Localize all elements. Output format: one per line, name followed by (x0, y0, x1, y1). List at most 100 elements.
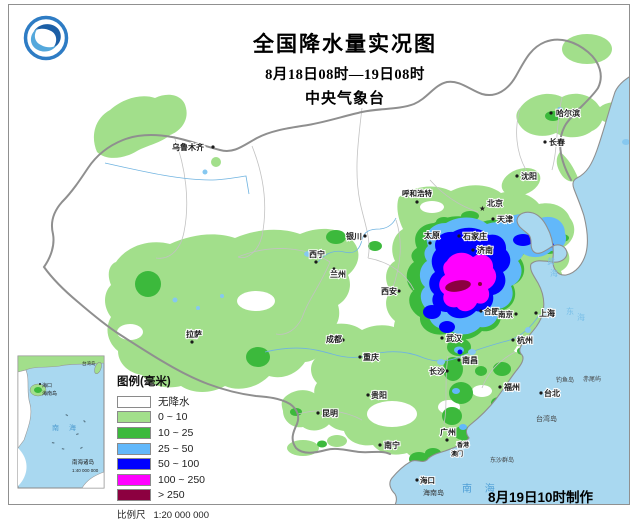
city-label: 杭州 (517, 335, 533, 345)
city-dot (332, 267, 336, 271)
city-dot (190, 340, 194, 344)
legend: 图例(毫米) 无降水 0 ~ 10 10 ~ 25 25 ~ 50 50 ~ 100 10… (117, 373, 209, 519)
legend-row: 0 ~ 10 (117, 410, 209, 426)
city-dot (314, 260, 318, 264)
city-label: 拉萨 (186, 329, 202, 339)
legend-label: 无降水 (158, 396, 190, 409)
produced-timestamp: 8月19日10时制作 (488, 490, 594, 505)
city-dot (514, 312, 518, 316)
city-dot (479, 309, 483, 313)
legend-row: 无降水 (117, 394, 209, 410)
city-dot (415, 200, 419, 204)
city-label: 南宁 (384, 440, 400, 450)
city-label: 石家庄 (462, 231, 487, 241)
city-dot (491, 217, 495, 221)
inset-taiwan-label: 台湾岛 (82, 360, 96, 367)
legend-swatch (117, 426, 151, 439)
city-label: 武汉 (446, 333, 463, 343)
city-label: 南京 (498, 309, 513, 319)
china-border (42, 38, 602, 455)
city-label: 哈尔滨 (556, 108, 580, 118)
city-dot (534, 311, 538, 315)
city-label: 天津 (497, 214, 513, 224)
scale-label: 比例尺 (117, 510, 146, 519)
legend-title: 图例(毫米) (117, 376, 171, 388)
city-label: 海口 (420, 475, 435, 485)
inset-island-specks (51, 414, 86, 450)
city-label: 乌鲁木齐 (172, 142, 205, 152)
city-dot (415, 478, 419, 482)
city-dot (515, 174, 519, 178)
inset-map: 海口 海南岛 台湾岛 南 海 南海诸岛 1:40 000 000 (17, 355, 105, 489)
city-label: 兰州 (330, 269, 346, 279)
map-frame (8, 4, 630, 505)
city-dot (211, 145, 215, 149)
city-dot (511, 338, 515, 342)
city-dot (498, 385, 502, 389)
sea-label: 黄 (547, 256, 555, 266)
city-label: 昆明 (322, 408, 338, 418)
logo-swirl-top (34, 24, 61, 48)
legend-label: > 250 (158, 489, 185, 502)
city-dot (457, 234, 461, 238)
inset-sea-label: 南 海 (52, 423, 80, 432)
legend-row: > 250 (117, 488, 209, 504)
city-label: 广州 (440, 427, 456, 437)
city-dot (440, 336, 444, 340)
legend-label: 100 ~ 250 (158, 473, 206, 486)
city-label: 长春 (549, 137, 565, 147)
sea-label: 南 海 (462, 482, 500, 495)
rivers (104, 162, 541, 362)
legend-row: 50 ~ 100 (117, 456, 209, 472)
city-dot (378, 443, 382, 447)
legend-row: 100 ~ 250 (117, 472, 209, 488)
city-dot (445, 369, 449, 373)
logo-swirl-bottom (30, 28, 57, 52)
legend-swatch (117, 473, 151, 486)
capital-star: ★ (479, 204, 486, 213)
legend-swatch (117, 395, 151, 408)
city-label: 澳门 (451, 450, 463, 458)
cma-logo (23, 15, 69, 61)
city-label: 太原 (423, 230, 440, 240)
legend-label: 50 ~ 100 (158, 458, 200, 471)
city-dot (549, 111, 553, 115)
sea-label: 台湾岛 (536, 414, 557, 423)
sea-label: 海 (577, 312, 585, 322)
city-dot (341, 338, 345, 342)
city-dot (397, 289, 401, 293)
title-block: 全国降水量实况图 8月18日08时—19日08时 中央气象台 (185, 28, 505, 108)
city-label: 西宁 (309, 249, 325, 259)
inset-scale-label: 1:40 000 000 (72, 468, 99, 473)
sea-label: 钓鱼岛 (556, 376, 574, 384)
legend-rows: 无降水 0 ~ 10 10 ~ 25 25 ~ 50 50 ~ 100 100 ~ 250… (117, 394, 209, 503)
city-dot (363, 234, 367, 238)
legend-swatch (117, 458, 151, 471)
city-label: 上海 (539, 308, 555, 318)
city-label: 重庆 (363, 352, 379, 362)
city-dot (316, 411, 320, 415)
scale-bar-text: 比例尺 1:20 000 000 (117, 507, 209, 519)
city-dot (428, 241, 432, 245)
city-label: 贵阳 (371, 390, 387, 400)
sea-label: 海 (550, 268, 558, 278)
city-dot (457, 358, 461, 362)
inset-haikou-label: 海口 (42, 382, 52, 389)
legend-row: 25 ~ 50 (117, 441, 209, 457)
city-dot (366, 393, 370, 397)
legend-swatch (117, 489, 151, 502)
city-label: 香港 (456, 441, 470, 449)
map-date-range: 8月18日08时—19日08时 (265, 67, 425, 83)
city-dot (358, 355, 362, 359)
legend-swatch (117, 442, 151, 455)
city-label: 银川 (345, 231, 362, 241)
city-label: 长沙 (429, 366, 445, 376)
city-label: 福州 (503, 382, 520, 392)
city-dot (445, 438, 449, 442)
city-label: 南昌 (462, 355, 478, 365)
lakes (172, 139, 629, 365)
legend-swatch (117, 411, 151, 424)
city-label: 沈阳 (521, 171, 537, 181)
city-label: 北京 (487, 198, 503, 208)
